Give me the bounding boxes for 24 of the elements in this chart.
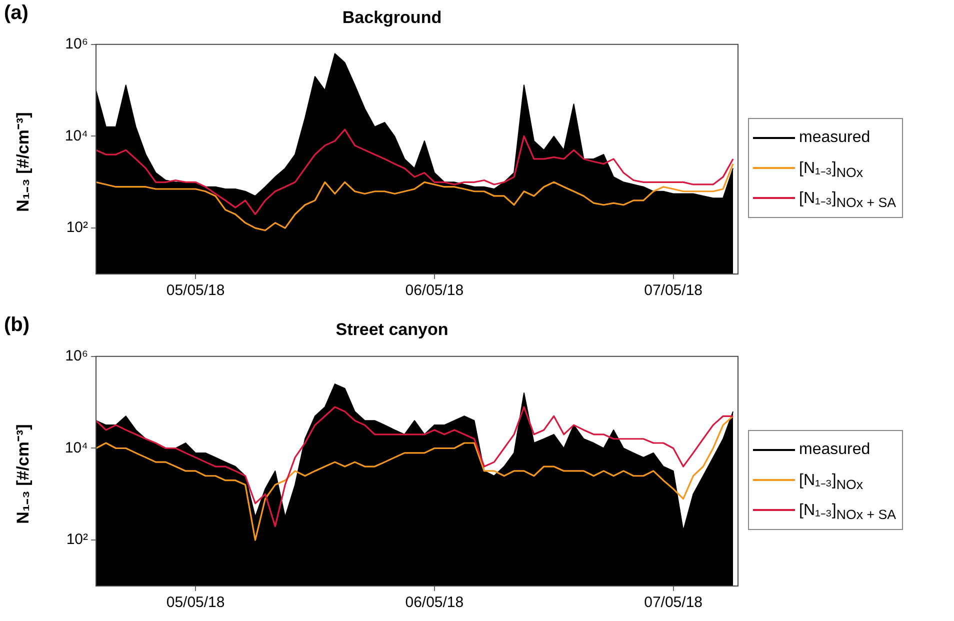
x-tick-label: 06/05/18 <box>405 594 464 612</box>
chart-title: Street canyon <box>336 320 448 339</box>
y-tick-label: 10² <box>66 531 88 548</box>
legend-label: [N₁₋₃]$_{NOx + SA}$ <box>799 188 896 210</box>
x-tick-label: 07/05/18 <box>644 282 702 300</box>
legend-label: measured <box>799 129 870 147</box>
legend-label: [N₁₋₃]$_{NOx}$ <box>799 158 864 180</box>
legend-label: [N₁₋₃]$_{NOx}$ <box>799 470 864 492</box>
text: (b) <box>4 314 30 337</box>
x-tick-label: 05/05/18 <box>166 594 225 612</box>
y-tick-label: 10⁶ <box>65 36 88 53</box>
y-tick-label: 10⁴ <box>64 127 88 144</box>
text: (a) <box>4 2 28 25</box>
legend-label: measured <box>799 441 870 459</box>
x-tick-label: 06/05/18 <box>405 282 464 300</box>
y-axis-title: N₁₋₃ [#/cm⁻³] <box>12 112 34 212</box>
y-tick-label: 10⁶ <box>65 348 88 365</box>
y-tick-label: 10⁴ <box>64 439 88 456</box>
x-tick-label: 07/05/18 <box>644 594 702 612</box>
legend-label: [N₁₋₃]$_{NOx + SA}$ <box>799 500 896 522</box>
y-axis-title: N₁₋₃ [#/cm⁻³] <box>12 424 34 524</box>
chart-title: Background <box>342 8 442 27</box>
x-tick-label: 05/05/18 <box>166 282 225 300</box>
y-tick-label: 10² <box>66 219 88 236</box>
